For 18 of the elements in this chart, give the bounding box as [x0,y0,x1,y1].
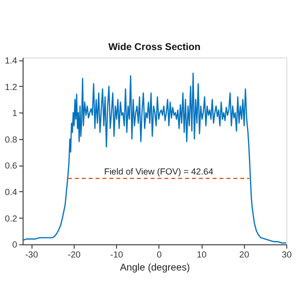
x-tick-label: 0 [156,250,162,260]
x-axis-title: Angle (degrees) [120,262,190,274]
y-tick-label: 0.6 [4,160,18,171]
x-tick-label: -20 [68,250,81,260]
y-tick-label: 1.4 [4,55,18,66]
annotation: Field of View (FOV) = 42.64 [104,166,214,177]
chart-title: Wide Cross Section [108,42,201,54]
x-tick-label: 10 [196,250,207,260]
y-tick-label: 0.4 [4,187,18,198]
y-tick-label: 0.2 [4,213,18,224]
y-tick-label: 1.2 [4,82,18,92]
x-tick-label: -30 [25,250,38,260]
x-tick-label: 30 [282,250,292,260]
y-tick-label: 1 [12,108,18,118]
y-tick-label: 0.8 [4,134,18,144]
x-tick-label: -10 [110,250,124,260]
y-tick-label: 0 [12,240,18,250]
x-tick-label: 20 [239,250,250,260]
